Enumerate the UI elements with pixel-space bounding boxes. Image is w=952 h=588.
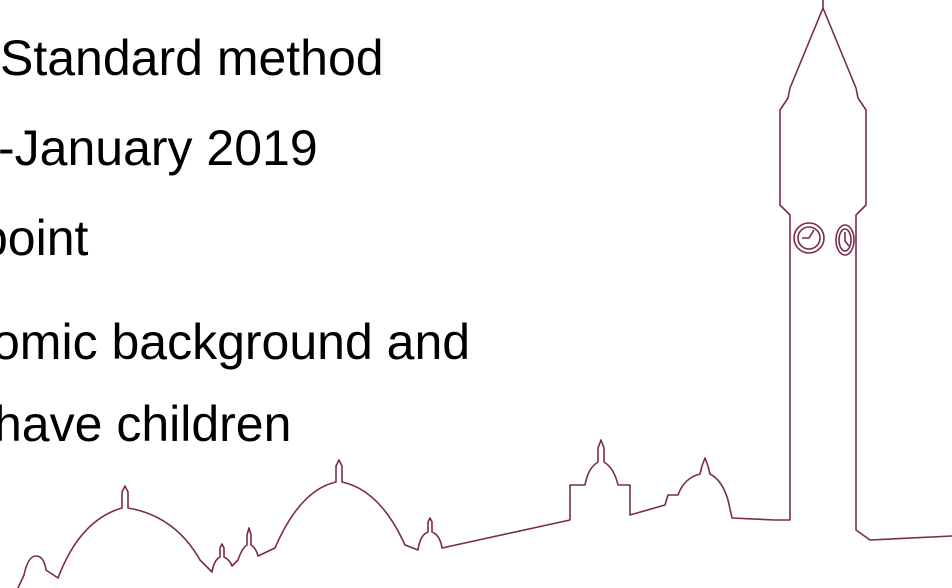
bullet-text: point bbox=[0, 213, 88, 263]
bullet-text: omic background and bbox=[0, 317, 470, 367]
bullet-text: -January 2019 bbox=[0, 123, 318, 173]
bullet-text: have children bbox=[0, 399, 291, 449]
skyline-drawing bbox=[0, 0, 952, 588]
slide: Standard method -January 2019 point omic… bbox=[0, 0, 952, 588]
bullet-text: Standard method bbox=[0, 33, 384, 83]
